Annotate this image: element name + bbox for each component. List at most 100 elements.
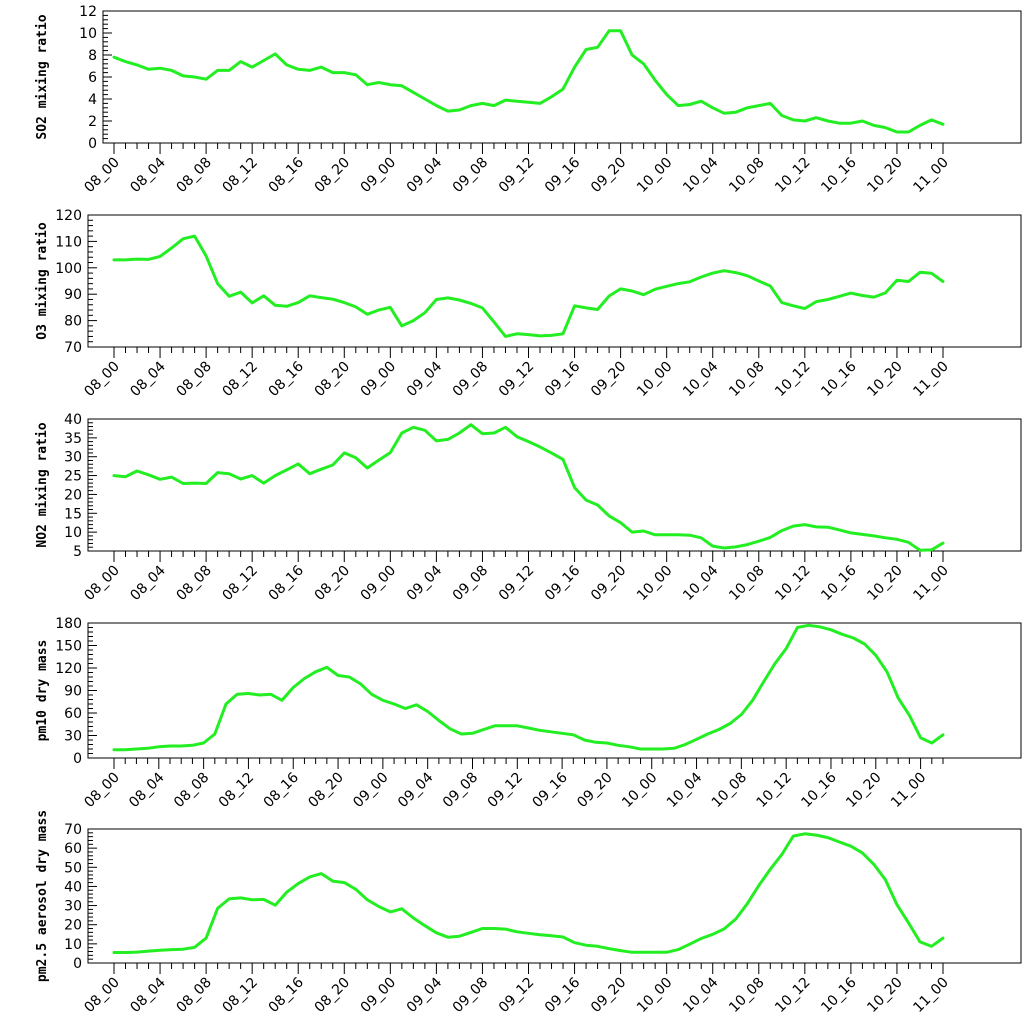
x-tick-label: 09_00 (358, 359, 399, 400)
y-tick-label: 150 (55, 639, 82, 655)
x-tick-label: 08_12 (220, 563, 261, 604)
x-tick-label: 10_00 (634, 563, 675, 604)
series-line (112, 29, 945, 134)
y-tick-label: 90 (64, 684, 82, 700)
x-tick-label: 09_08 (450, 563, 491, 604)
panel-4: 0 30 60 90 120 150 180 08_00 08_04 08_08 08_12 08_1… (35, 616, 1022, 811)
x-tick-label: 08_20 (312, 359, 353, 400)
y-tick-label: 0 (73, 956, 82, 972)
x-tick-label: 11_00 (910, 155, 951, 196)
x-tick-label: 08_08 (173, 563, 214, 604)
y-tick-label: 60 (64, 706, 82, 722)
y-tick-label: 35 (64, 431, 82, 447)
x-tick-label: 10_12 (754, 770, 795, 811)
y-tick-label: 70 (64, 340, 82, 356)
panel-3: 5 10 15 20 25 30 35 40 08_00 08_04 08_08 08_12 08_16… (35, 412, 1022, 604)
x-tick-label: 11_00 (910, 563, 951, 604)
x-tick-label: 09_12 (496, 975, 537, 1016)
y-tick-label: 120 (55, 208, 82, 224)
x-tick-label: 09_00 (358, 975, 399, 1016)
x-tick-label: 11_00 (888, 770, 929, 811)
y-axis-label: NO2 mixing ratio (35, 422, 50, 547)
y-tick-label: 30 (64, 450, 82, 466)
x-tick-label: 08_16 (266, 154, 308, 196)
x-tick-label: 09_16 (529, 769, 571, 811)
y-tick-label: 40 (64, 412, 82, 428)
y-tick-label: 25 (64, 469, 82, 485)
x-tick-label: 08_00 (81, 563, 122, 604)
x-tick-label: 10_12 (772, 155, 813, 196)
x-tick-label: 09_08 (450, 975, 491, 1016)
plot-frame (87, 828, 1022, 964)
x-tick-label: 09_20 (588, 155, 629, 196)
x-tick-label: 08_04 (127, 974, 169, 1016)
x-tick-label: 09_20 (574, 770, 615, 811)
x-tick-label: 08_00 (81, 975, 122, 1016)
x-tick-label: 09_00 (358, 563, 399, 604)
x-tick-label: 10_00 (634, 975, 675, 1016)
y-tick-label: 30 (64, 899, 82, 915)
x-tick-label: 08_08 (173, 359, 214, 400)
y-tick-label: 10 (79, 26, 97, 42)
x-tick-label: 09_04 (404, 358, 446, 400)
y-tick-label: 100 (55, 261, 82, 277)
x-tick-label: 10_00 (634, 155, 675, 196)
x-tick-label: 09_16 (542, 974, 584, 1016)
x-tick-label: 10_08 (726, 975, 767, 1016)
x-tick-label: 08_00 (81, 155, 122, 196)
x-tick-label: 08_20 (312, 155, 353, 196)
x-tick-label: 10_12 (772, 563, 813, 604)
x-tick-label: 10_00 (634, 359, 675, 400)
x-tick-label: 09_20 (588, 359, 629, 400)
x-tick-label: 10_16 (818, 154, 860, 196)
y-tick-label: 90 (64, 287, 82, 303)
y-tick-label: 15 (64, 506, 82, 522)
plot-frame (102, 10, 1022, 144)
x-tick-label: 10_16 (818, 358, 860, 400)
x-tick-label: 10_20 (843, 770, 884, 811)
x-tick-label: 10_12 (772, 359, 813, 400)
x-tick-label: 09_08 (450, 155, 491, 196)
x-tick-label: 08_16 (266, 974, 308, 1016)
series-line (112, 623, 945, 752)
y-tick-label: 40 (64, 879, 82, 895)
x-tick-label: 10_08 (726, 563, 767, 604)
x-tick-label: 08_12 (220, 975, 261, 1016)
series-line (112, 832, 945, 954)
panel-2: 70 80 90 100 110 120 08_00 08_04 08_08 08_12 08_16… (35, 208, 1022, 400)
x-tick-label: 10_04 (680, 154, 722, 196)
plot-frame (87, 214, 1022, 348)
x-tick-label: 09_16 (542, 358, 584, 400)
x-tick-label: 10_12 (772, 975, 813, 1016)
x-tick-label: 08_04 (126, 769, 168, 811)
x-tick-label: 09_04 (404, 154, 446, 196)
plot-frame (87, 622, 1022, 759)
x-tick-label: 10_20 (864, 563, 905, 604)
x-tick-label: 09_12 (496, 155, 537, 196)
y-axis-label: O3 mixing ratio (35, 222, 50, 340)
x-tick-label: 10_08 (726, 359, 767, 400)
y-tick-label: 120 (55, 661, 82, 677)
x-tick-label: 10_04 (664, 769, 706, 811)
x-tick-label: 08_16 (266, 358, 308, 400)
series-line (112, 423, 945, 552)
y-tick-label: 180 (55, 616, 82, 632)
x-tick-label: 08_00 (81, 770, 122, 811)
x-tick-label: 08_04 (127, 562, 169, 604)
y-tick-label: 50 (64, 860, 82, 876)
y-tick-label: 30 (64, 729, 82, 745)
x-tick-label: 10_16 (818, 562, 860, 604)
x-tick-label: 08_20 (312, 563, 353, 604)
x-tick-label: 10_04 (680, 358, 722, 400)
y-tick-label: 2 (88, 114, 97, 130)
y-tick-label: 12 (79, 4, 97, 20)
x-tick-label: 09_12 (496, 359, 537, 400)
y-tick-label: 10 (64, 937, 82, 953)
x-tick-label: 08_04 (127, 358, 169, 400)
x-tick-label: 10_04 (680, 562, 722, 604)
x-tick-label: 08_12 (220, 155, 261, 196)
x-tick-label: 08_08 (171, 770, 212, 811)
x-tick-label: 10_08 (726, 155, 767, 196)
y-tick-label: 8 (88, 48, 97, 64)
